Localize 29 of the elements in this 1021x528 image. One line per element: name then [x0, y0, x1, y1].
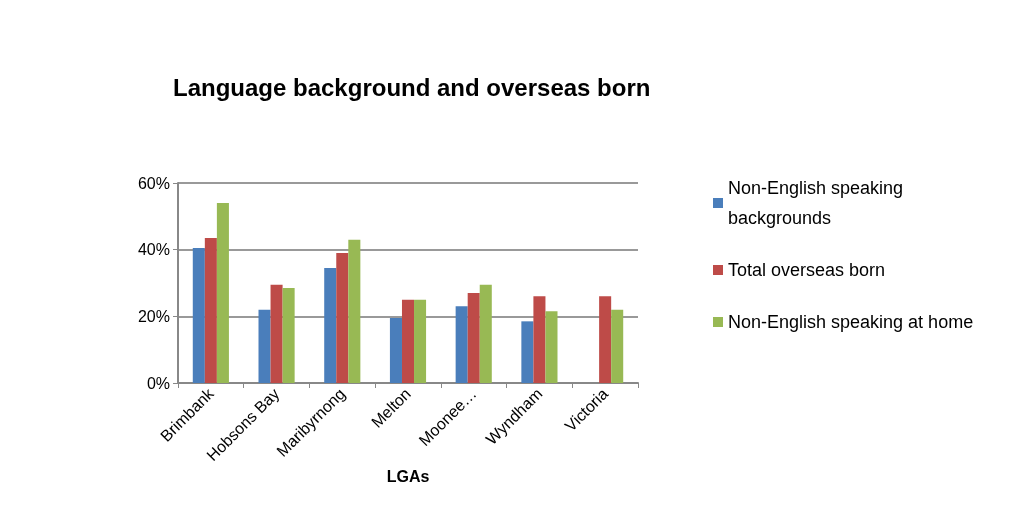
bar — [204, 238, 217, 383]
bar — [270, 284, 283, 383]
bar — [348, 239, 361, 383]
y-tick-label: 40% — [137, 241, 170, 259]
bar — [533, 296, 546, 383]
bar — [258, 309, 271, 383]
bar — [545, 311, 558, 383]
bar — [455, 306, 468, 383]
bar — [192, 248, 205, 383]
bar — [521, 321, 534, 383]
bar — [414, 299, 427, 383]
legend-label: Total overseas born — [728, 260, 886, 280]
x-axis-title: LGAs — [386, 467, 430, 485]
bar — [611, 309, 624, 383]
chart-title: Language background and overseas born — [173, 73, 651, 101]
bar — [282, 288, 295, 383]
bar — [324, 268, 337, 383]
bar — [389, 318, 402, 383]
bar — [336, 253, 349, 383]
y-tick-label: 0% — [146, 374, 170, 392]
bar — [401, 299, 415, 383]
legend-label: Non-English speaking backgrounds — [728, 178, 909, 228]
bar — [599, 296, 612, 383]
bar — [467, 293, 480, 383]
legend-label: Non-English speaking at home — [728, 312, 974, 332]
bar — [216, 203, 229, 383]
bar — [479, 284, 492, 383]
y-tick-label: 20% — [137, 307, 170, 325]
y-tick-label: 60% — [137, 174, 170, 192]
